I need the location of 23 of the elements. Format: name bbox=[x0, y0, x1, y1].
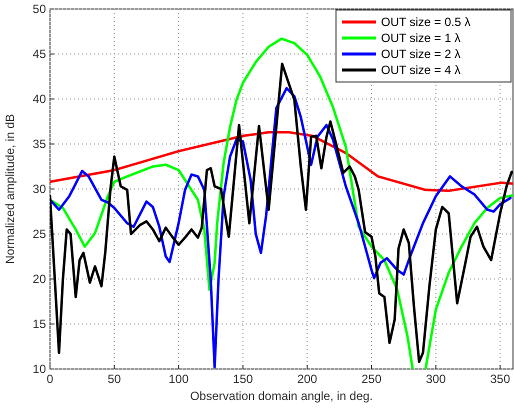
legend-label: OUT size = 1 λ bbox=[381, 31, 460, 45]
x-tick-label: 200 bbox=[297, 372, 318, 386]
y-tick-label: 40 bbox=[32, 92, 46, 106]
x-tick-label: 0 bbox=[46, 372, 54, 386]
x-tick-label: 100 bbox=[168, 372, 189, 386]
y-tick-label: 30 bbox=[32, 182, 46, 196]
legend-label: OUT size = 2 λ bbox=[381, 47, 460, 61]
x-tick-label: 50 bbox=[108, 372, 122, 386]
x-tick-label: 250 bbox=[362, 372, 382, 386]
legend-label: OUT size = 4 λ bbox=[381, 63, 460, 77]
x-axis-title: Observation domain angle, in deg. bbox=[190, 389, 373, 403]
y-tick-label: 45 bbox=[32, 47, 46, 61]
x-tick-label: 150 bbox=[232, 372, 254, 386]
y-tick-label: 50 bbox=[32, 2, 46, 16]
y-tick-label: 20 bbox=[32, 272, 46, 286]
x-tick-label: 350 bbox=[490, 372, 510, 386]
y-tick-label: 15 bbox=[32, 317, 46, 331]
y-tick-label: 35 bbox=[32, 137, 46, 151]
x-tick-label: 300 bbox=[426, 372, 446, 386]
y-axis-title: Normalized amplitude, in dB bbox=[3, 114, 17, 264]
y-tick-label: 25 bbox=[32, 227, 46, 241]
legend-label: OUT size = 0.5 λ bbox=[381, 15, 470, 29]
y-tick-label: 10 bbox=[32, 362, 46, 376]
